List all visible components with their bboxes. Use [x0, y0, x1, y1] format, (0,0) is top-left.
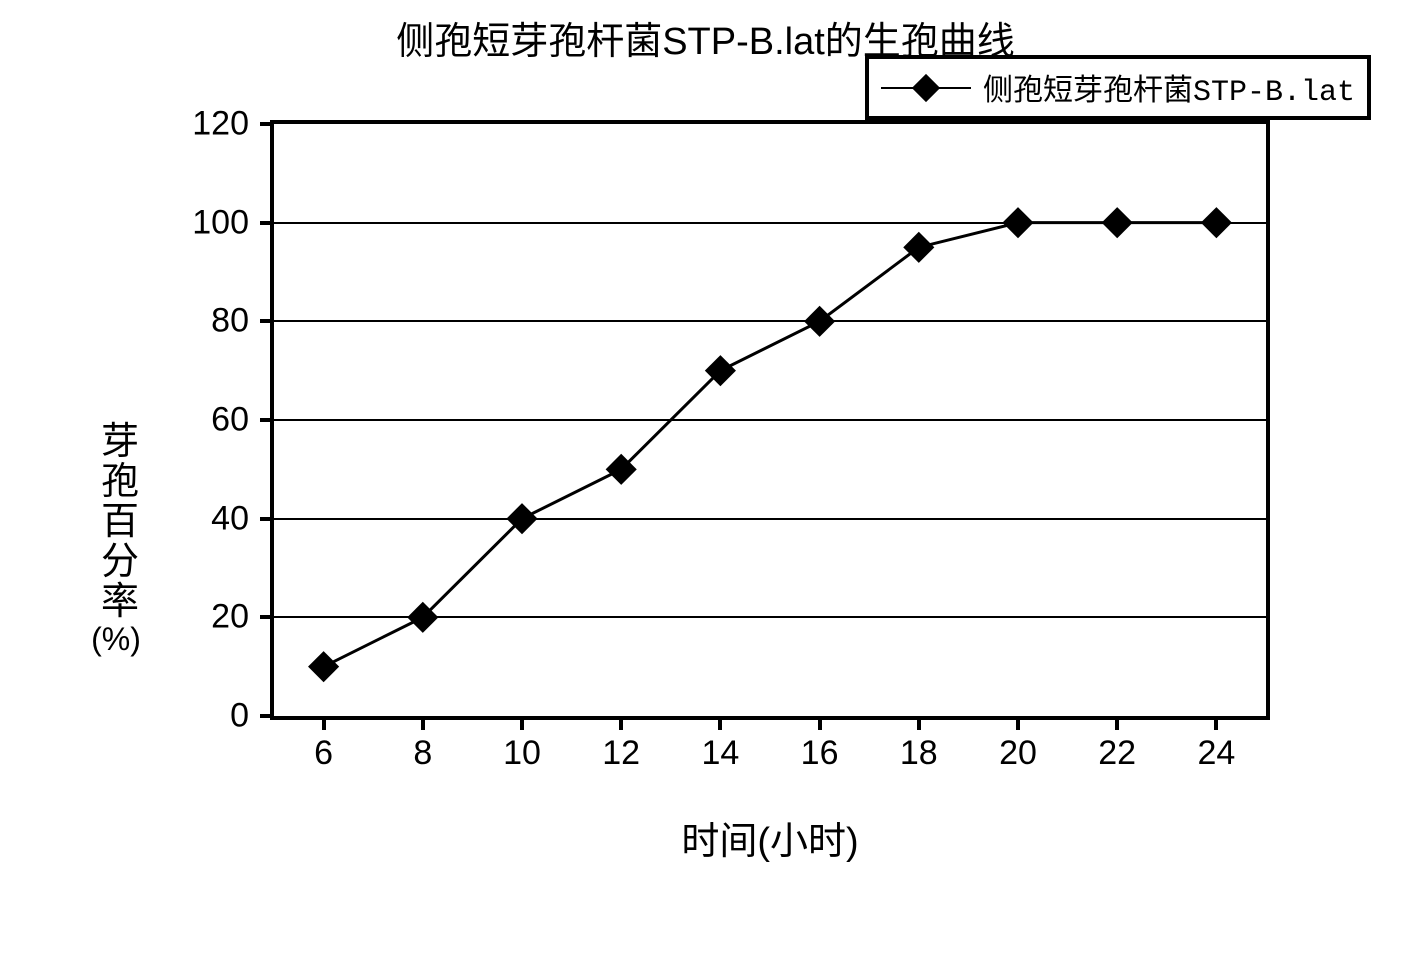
x-tick-mark: [718, 716, 722, 730]
y-tick-mark: [260, 418, 274, 422]
x-tick-mark: [619, 716, 623, 730]
y-tick-label: 120: [192, 105, 249, 144]
x-tick-mark: [421, 716, 425, 730]
page: 侧孢短芽孢杆菌STP-B.lat的生孢曲线 侧孢短芽孢杆菌STP-B.lat 芽…: [0, 0, 1411, 969]
y-tick-mark: [260, 714, 274, 718]
gridline: [274, 616, 1266, 618]
y-tick-label: 0: [230, 697, 249, 736]
x-tick-label: 14: [701, 734, 739, 773]
x-tick-label: 16: [801, 734, 839, 773]
data-point-marker: [903, 232, 934, 263]
y-tick-mark: [260, 517, 274, 521]
plot-wrapper: 芽孢百分率(%) 0204060801001206810121416182022…: [70, 120, 1330, 900]
x-tick-label: 24: [1197, 734, 1235, 773]
y-tick-label: 60: [211, 401, 249, 440]
x-tick-label: 6: [314, 734, 333, 773]
legend-marker-line: [881, 87, 971, 89]
data-point-marker: [308, 651, 339, 682]
x-tick-label: 12: [602, 734, 640, 773]
y-tick-mark: [260, 319, 274, 323]
legend-diamond-icon: [912, 73, 940, 101]
x-tick-label: 8: [413, 734, 432, 773]
series-line: [324, 223, 1217, 667]
x-tick-label: 18: [900, 734, 938, 773]
gridline: [274, 320, 1266, 322]
y-tick-mark: [260, 221, 274, 225]
x-tick-label: 22: [1098, 734, 1136, 773]
y-tick-label: 40: [211, 499, 249, 538]
x-tick-label: 10: [503, 734, 541, 773]
gridline: [274, 419, 1266, 421]
legend-box: 侧孢短芽孢杆菌STP-B.lat: [865, 55, 1371, 120]
x-tick-mark: [1016, 716, 1020, 730]
x-tick-mark: [917, 716, 921, 730]
x-axis-label: 时间(小时): [270, 810, 1270, 865]
y-axis-label: 芽孢百分率(%): [100, 240, 140, 840]
legend-label: 侧孢短芽孢杆菌STP-B.lat: [983, 65, 1355, 110]
y-tick-mark: [260, 122, 274, 126]
x-tick-label: 20: [999, 734, 1037, 773]
gridline: [274, 222, 1266, 224]
gridline: [274, 518, 1266, 520]
y-tick-label: 20: [211, 598, 249, 637]
plot-area: 020406080100120681012141618202224: [270, 120, 1270, 720]
y-tick-label: 100: [192, 203, 249, 242]
x-tick-mark: [520, 716, 524, 730]
y-tick-mark: [260, 615, 274, 619]
x-tick-mark: [818, 716, 822, 730]
y-tick-label: 80: [211, 302, 249, 341]
x-tick-mark: [322, 716, 326, 730]
x-tick-mark: [1115, 716, 1119, 730]
x-tick-mark: [1214, 716, 1218, 730]
